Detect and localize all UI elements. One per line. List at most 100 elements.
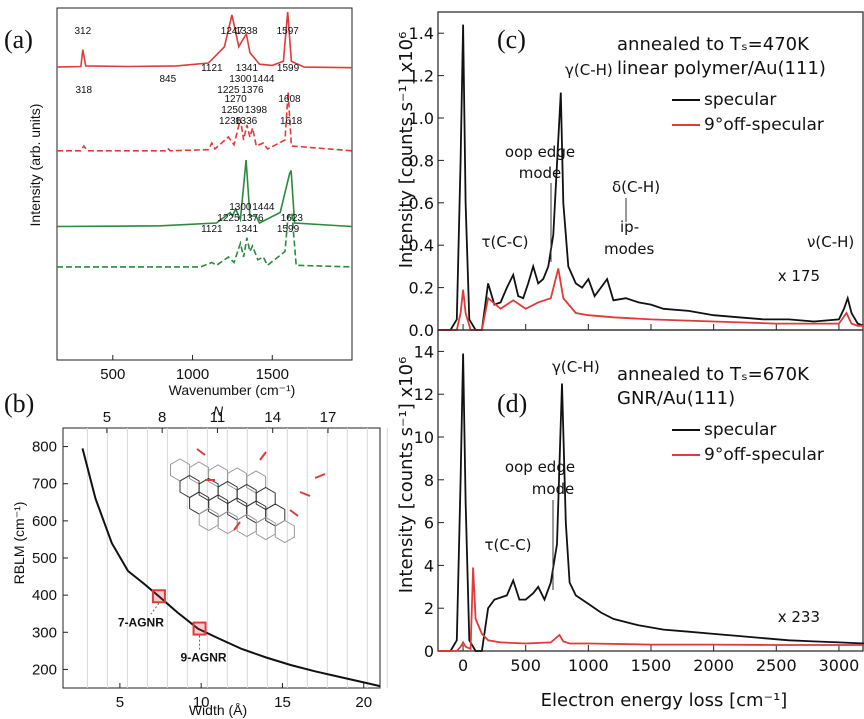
panel-b-point-label: 7-AGNR — [118, 615, 164, 629]
panel-b-xtick-label: 15 — [274, 694, 291, 711]
panel-a-peak-label: 1121 — [201, 224, 223, 235]
panel-a-peak-label: 1121 — [201, 63, 223, 74]
panel-a-peak-label: 1444 — [252, 74, 275, 85]
panel-d-legend-specular: specular — [704, 420, 776, 440]
panel-b-ytick-label: 300 — [32, 624, 57, 641]
panel-b-ytick-label: 800 — [32, 439, 57, 456]
panel-a-peak-label: 1225 — [217, 213, 240, 224]
panel-d-xtick-label: 0 — [458, 656, 468, 675]
panel-a-peak-label: 1608 — [278, 94, 301, 105]
panel-d-ann-mode: mode — [532, 480, 575, 498]
panel-c-ylabel: Intensity [counts s⁻¹] x10⁶ — [396, 32, 417, 269]
panel-c-ytick-label: 1.2 — [409, 67, 434, 86]
panel-c-ytick-label: 0.6 — [409, 194, 434, 213]
panel-d-ylabel: Intensity [counts s⁻¹] x10⁶ — [396, 357, 417, 594]
panel-a-peak-label: 1336 — [235, 116, 258, 127]
panel-a-peak-label: 1618 — [280, 116, 303, 127]
panel-a-xlabel: Wavenumber (cm⁻¹) — [169, 382, 296, 398]
panel-a-peak-label: 1341 — [236, 224, 259, 235]
panel-a-peak-label: 312 — [74, 26, 91, 37]
panel-label-b: (b) — [4, 389, 34, 418]
hexagon-ring — [217, 510, 238, 535]
displacement-arrow — [314, 473, 326, 479]
panel-a-frame — [56, 7, 353, 361]
panel-d-legend-off-specular: 9°off-specular — [704, 445, 824, 465]
panel-a-xtick-label: 500 — [100, 366, 125, 383]
panel-b-molecule-illustration — [170, 448, 326, 544]
panel-b-toptick-label: 17 — [320, 409, 337, 426]
panel-a-peak-label: 1444 — [252, 202, 275, 213]
panel-a-peak-label: 845 — [159, 74, 176, 85]
panel-a-peak-label: 1341 — [236, 63, 259, 74]
panel-d-ytick-label: 0 — [424, 642, 434, 661]
displacement-arrow — [289, 509, 299, 517]
panel-a-peak-label: 1398 — [245, 105, 268, 116]
panel-b-point-label: 9-AGNR — [181, 651, 227, 665]
panel-b-ytick-label: 400 — [32, 587, 57, 604]
panel-d-xtick-label: 1500 — [631, 656, 672, 675]
panel-a-peak-label: 1376 — [241, 85, 264, 96]
panel-b-xtick-label: 10 — [193, 694, 210, 711]
panel-d-ytick-label: 6 — [424, 514, 434, 533]
panel-a-peak-label: 1597 — [277, 26, 300, 37]
hexagon-ring — [198, 507, 219, 532]
panel-d-ytick-label: 10 — [414, 428, 434, 447]
panel-d-xtick-label: 500 — [510, 656, 541, 675]
panel-d-ann-tau: τ(C-C) — [484, 536, 531, 554]
panel-c-ann-oop: oop edge — [505, 143, 575, 161]
panel-a-xtick-label: 1000 — [176, 366, 209, 383]
panel-a-peak-label: 1270 — [224, 94, 247, 105]
panel-c-ann-nu: ν(C-H) — [807, 233, 854, 251]
panel-b-ytick-label: 600 — [32, 513, 57, 530]
panel-d-ann-gamma: γ(C-H) — [552, 358, 600, 376]
panel-b-ytick-label: 700 — [32, 476, 57, 493]
panel-c-scale-note: x 175 — [778, 267, 820, 285]
panel-c-title-line2: linear polymer/Au(111) — [617, 58, 826, 79]
panel-c-ytick-label: 0.2 — [409, 279, 434, 298]
panel-c-ann-modes: modes — [604, 240, 655, 258]
panel-b-xtick-label: 20 — [355, 694, 372, 711]
hexagon-ring — [236, 513, 257, 538]
panel-a-peak-label: 1599 — [277, 224, 300, 235]
panel-b-toptick-label: 11 — [210, 409, 226, 426]
panel-b-ytick-label: 200 — [32, 661, 57, 678]
panel-a-series-4 — [57, 211, 353, 268]
panel-a-peak-label: 1623 — [281, 213, 304, 224]
panel-label-d: (d) — [497, 389, 527, 418]
panel-a-peak-label: 1338 — [235, 26, 258, 37]
panel-c-ytick-label: 1.4 — [409, 24, 434, 43]
panel-d-ytick-label: 8 — [424, 471, 434, 490]
panel-label-c: (c) — [497, 25, 526, 54]
panel-d-xtick-label: 3000 — [819, 656, 860, 675]
displacement-arrow — [299, 491, 311, 497]
panel-a-peak-label: 1376 — [241, 213, 264, 224]
panel-c-ann-gamma: γ(C-H) — [565, 61, 613, 79]
panel-a-series-3 — [56, 159, 353, 228]
panel-d-xtick-label: 2000 — [693, 656, 734, 675]
panel-b-top-label: N — [213, 403, 224, 419]
panel-b-curve — [81, 448, 381, 688]
panel-d-xlabel: Electron energy loss [cm⁻¹] — [541, 690, 788, 711]
panel-d-scale-note: x 233 — [778, 608, 820, 626]
panel-d-ytick-label: 4 — [424, 556, 434, 575]
panel-a-peak-label: 1225 — [217, 85, 240, 96]
panel-c-series-off-specular — [438, 268, 864, 331]
panel-a-peak-label: 1300 — [229, 202, 252, 213]
panel-d-xtick-label: 1000 — [568, 656, 609, 675]
panel-a-xtick-label: 1500 — [256, 366, 289, 383]
panel-c-ann-tau: τ(C-C) — [481, 233, 528, 251]
panel-c-ytick-label: 0.0 — [409, 321, 434, 340]
panel-a-peak-label: 1236 — [219, 116, 242, 127]
panel-c-ann-ip: ip- — [620, 218, 639, 236]
panel-c-legend-specular: specular — [704, 90, 776, 110]
panel-a-peak-label: 318 — [75, 85, 92, 96]
panel-a-peak-label: 1599 — [277, 63, 300, 74]
panel-b-ytick-label: 500 — [32, 550, 57, 567]
panel-b-xlabel: Width (Å) — [189, 702, 247, 718]
panel-c-ytick-label: 0.8 — [409, 151, 434, 170]
displacement-arrow — [233, 521, 241, 531]
panel-b-toptick-label: 8 — [158, 409, 166, 426]
panel-b-xtick-label: 5 — [116, 694, 124, 711]
panel-label-a: (a) — [4, 25, 33, 54]
panel-d-series-off-specular — [438, 567, 864, 652]
